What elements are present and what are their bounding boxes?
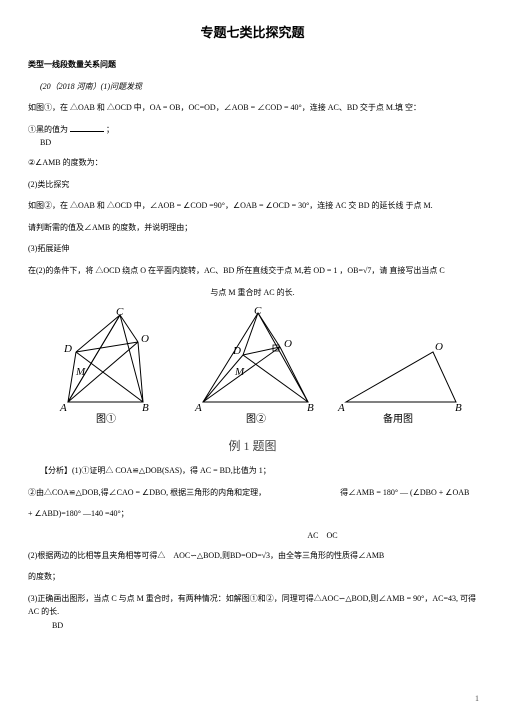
- p2b: ；: [106, 125, 114, 134]
- svg-text:A: A: [59, 402, 67, 414]
- page: 专题七类比探究题 类型一线段数量关系问题 (20（2018 河南）(1)问题发现…: [0, 0, 505, 714]
- svg-text:C: C: [116, 307, 124, 318]
- page-number: 1: [475, 692, 479, 706]
- doc-title: 专题七类比探究题: [28, 22, 477, 44]
- para-8: 在(2)的条件下，将 △OCD 绕点 O 在平面内旋转，AC、BD 所在直线交于…: [28, 264, 477, 278]
- figure-3: O A B 备用图: [337, 341, 462, 425]
- fig1-label: 图①: [96, 413, 116, 425]
- p2c: BD: [28, 138, 51, 147]
- svg-text:B: B: [455, 402, 462, 414]
- svg-text:D: D: [232, 345, 241, 357]
- fig3-label: 备用图: [383, 412, 413, 425]
- svg-text:O: O: [284, 338, 292, 350]
- analysis-p3b: (2)根据两边的比相等且夹角相等可得△ AOC∽△BOD,则BD=OD=√3，由…: [28, 549, 477, 563]
- analysis-p1: ②由△COA≌△DOB,得∠CAO = ∠DBO, 根据三角形的内角和定理， 得…: [28, 486, 477, 500]
- para-2: ①黑的值为 ； BD: [28, 123, 477, 150]
- blank-1: [70, 124, 104, 132]
- svg-text:O: O: [141, 333, 149, 345]
- svg-text:C: C: [254, 307, 262, 317]
- ana-p1a: ②由△COA≌△DOB,得∠CAO = ∠DBO, 根据三角形的内角和定理，: [28, 488, 266, 497]
- figures-row: C O D M A B 图① C O D: [28, 307, 477, 432]
- analysis-p2: + ∠ABD)=180° —140 =40°；: [28, 507, 477, 521]
- p2a: ①黑的值为: [28, 125, 68, 134]
- para-3: ②∠AMB 的度数为：: [28, 156, 477, 170]
- para-7: (3)拓展延伸: [28, 242, 477, 256]
- para-1: 如图①，在 △OAB 和 △OCD 中，OA = OB，OC=OD，∠AOB =…: [28, 101, 477, 115]
- svg-text:D: D: [63, 343, 72, 355]
- ana-p1b: 得∠AMB = 180° — (∠DBO + ∠OAB: [340, 488, 469, 497]
- svg-text:B: B: [142, 402, 149, 414]
- figure-caption: 例 1 题图: [28, 436, 477, 456]
- analysis-p4: 的度数；: [28, 570, 477, 584]
- ana-p5b: BD: [28, 621, 63, 630]
- figure-2: C O D M A B 图②: [194, 307, 314, 425]
- para-8b: 与点 M 重合时 AC 的长.: [28, 286, 477, 300]
- example-source-text: (20（2018 河南）(1)问题发现: [40, 82, 142, 91]
- para-4: (2)类比探究: [28, 178, 477, 192]
- p8: 在(2)的条件下，将 △OCD 绕点 O 在平面内旋转，AC、BD 所在直线交于…: [28, 266, 445, 275]
- svg-text:O: O: [435, 341, 443, 353]
- svg-text:M: M: [234, 366, 245, 378]
- svg-text:M: M: [75, 366, 86, 378]
- svg-text:A: A: [194, 402, 202, 414]
- figure-1: C O D M A B 图①: [59, 307, 149, 425]
- svg-text:B: B: [307, 402, 314, 414]
- example-source: (20（2018 河南）(1)问题发现: [28, 80, 477, 94]
- svg-text:A: A: [337, 402, 345, 414]
- para-6: 请判断需的值及∠AMB 的度数，并说明理由；: [28, 221, 477, 235]
- para-5: 如图②，在 △OAB 和 △OCD 中，∠AOB = ∠COD =90°，∠OA…: [28, 199, 477, 213]
- fig2-label: 图②: [246, 413, 266, 425]
- analysis-p5: (3)正确画出图形，当点 C 与点 M 重合时，有两种情况：如解图①和②，同理可…: [28, 592, 477, 633]
- section-head-1: 类型一线段数量关系问题: [28, 58, 477, 72]
- analysis-p3a: AC OC: [28, 529, 477, 543]
- analysis-head: 【分析】(1)①证明△ COA≌△DOB(SAS)，得 AC = BD,比值为 …: [28, 464, 477, 478]
- figures-svg: C O D M A B 图① C O D: [38, 307, 468, 427]
- ana-p5: (3)正确画出图形，当点 C 与点 M 重合时，有两种情况：如解图①和②，同理可…: [28, 594, 476, 617]
